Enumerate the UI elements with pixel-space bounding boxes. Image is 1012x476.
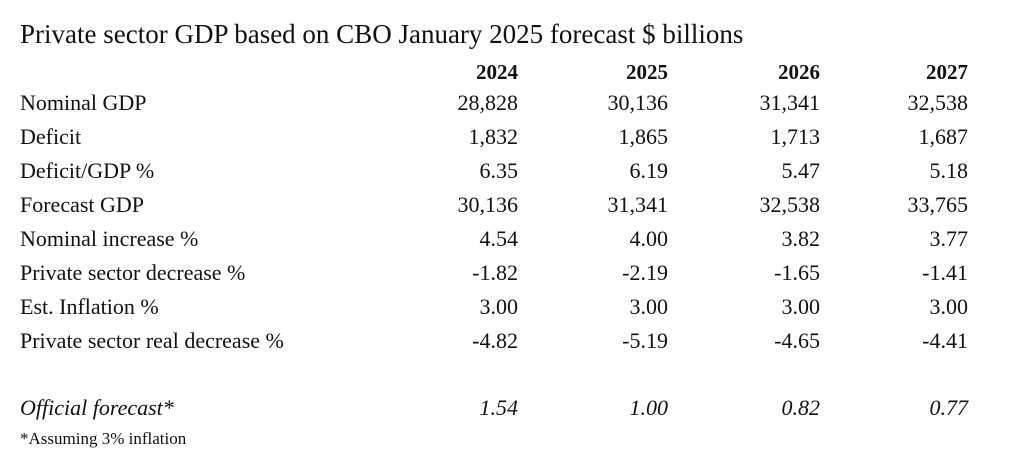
cell: 1,865 xyxy=(618,124,669,149)
cell: -5.19 xyxy=(622,328,668,353)
cell: -4.65 xyxy=(774,328,820,353)
cell: 31,341 xyxy=(607,192,669,217)
row-label: Deficit xyxy=(20,124,82,149)
column-header: 2027 xyxy=(926,60,968,84)
row-label: Nominal GDP xyxy=(20,90,147,115)
row-label: Est. Inflation % xyxy=(20,294,159,319)
cell: 6.35 xyxy=(479,158,519,183)
cell: 3.77 xyxy=(929,226,969,251)
cell: -1.82 xyxy=(472,260,518,285)
row-label: Official forecast* xyxy=(20,395,174,420)
cell: -1.41 xyxy=(922,260,968,285)
cell: 5.18 xyxy=(929,158,969,183)
column-header: 2026 xyxy=(778,60,820,84)
cell: 3.00 xyxy=(929,294,969,319)
cell: 5.47 xyxy=(781,158,821,183)
cell: 32,538 xyxy=(907,90,969,115)
cell: 0.77 xyxy=(929,395,969,420)
cell: -2.19 xyxy=(622,260,668,285)
cell: 31,341 xyxy=(759,90,821,115)
column-header: 2024 xyxy=(476,60,518,84)
cell: 6.19 xyxy=(629,158,669,183)
row-label: Forecast GDP xyxy=(20,192,145,217)
cell: 30,136 xyxy=(607,90,669,115)
cell: 1.00 xyxy=(629,395,669,420)
cell: 32,538 xyxy=(759,192,821,217)
cell: -1.65 xyxy=(774,260,820,285)
cell: 4.00 xyxy=(629,226,669,251)
cell: 3.00 xyxy=(629,294,669,319)
cell: 3.82 xyxy=(781,226,821,251)
footnote: *Assuming 3% inflation xyxy=(20,429,187,448)
row-label: Private sector real decrease % xyxy=(20,328,284,353)
cell: 3.00 xyxy=(479,294,519,319)
cell: 0.82 xyxy=(781,395,821,420)
cell: 33,765 xyxy=(907,192,969,217)
cell: 3.00 xyxy=(781,294,821,319)
cell: 1,687 xyxy=(918,124,969,149)
column-header: 2025 xyxy=(626,60,668,84)
row-label: Nominal increase % xyxy=(20,226,199,251)
cell: 1,713 xyxy=(770,124,821,149)
cell: 30,136 xyxy=(457,192,519,217)
cell: 1.54 xyxy=(479,395,519,420)
table-title: Private sector GDP based on CBO January … xyxy=(20,19,744,49)
cell: 28,828 xyxy=(457,90,519,115)
cell: -4.41 xyxy=(922,328,968,353)
cell: -4.82 xyxy=(472,328,518,353)
cell: 1,832 xyxy=(468,124,519,149)
row-label: Private sector decrease % xyxy=(20,260,246,285)
row-label: Deficit/GDP % xyxy=(20,158,155,183)
cell: 4.54 xyxy=(479,226,519,251)
